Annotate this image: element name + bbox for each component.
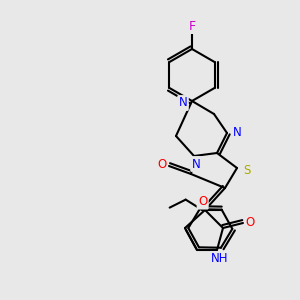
Text: S: S [243, 164, 251, 176]
Text: N: N [178, 97, 188, 110]
Text: O: O [158, 158, 166, 172]
Text: N: N [192, 158, 200, 170]
Text: NH: NH [211, 253, 229, 266]
Text: O: O [198, 195, 207, 208]
Text: F: F [188, 20, 196, 32]
Text: N: N [232, 127, 242, 140]
Text: O: O [245, 217, 255, 230]
